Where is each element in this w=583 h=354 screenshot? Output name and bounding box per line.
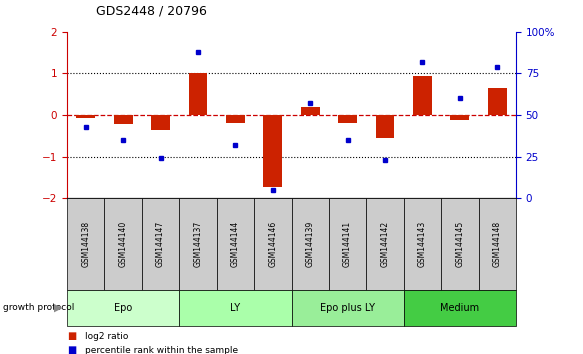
- Text: Epo plus LY: Epo plus LY: [320, 303, 375, 313]
- Text: GSM144145: GSM144145: [455, 221, 464, 267]
- Bar: [292, 290, 403, 326]
- Text: LY: LY: [230, 303, 240, 313]
- Bar: [413, 75, 432, 115]
- Text: ▶: ▶: [54, 303, 62, 313]
- Text: ■: ■: [67, 346, 76, 354]
- Bar: [479, 198, 516, 290]
- Text: GSM144140: GSM144140: [119, 221, 128, 267]
- Bar: [338, 115, 357, 122]
- Bar: [403, 290, 516, 326]
- Text: ■: ■: [67, 331, 76, 341]
- Bar: [451, 115, 469, 120]
- Bar: [217, 198, 254, 290]
- Bar: [366, 198, 403, 290]
- Text: percentile rank within the sample: percentile rank within the sample: [85, 346, 238, 354]
- Bar: [226, 115, 245, 122]
- Text: GSM144143: GSM144143: [418, 221, 427, 267]
- Text: GSM144141: GSM144141: [343, 221, 352, 267]
- Bar: [375, 115, 394, 138]
- Text: GSM144147: GSM144147: [156, 221, 165, 267]
- Bar: [179, 198, 217, 290]
- Text: GSM144142: GSM144142: [381, 221, 389, 267]
- Bar: [488, 88, 507, 115]
- Text: growth protocol: growth protocol: [3, 303, 74, 313]
- Bar: [301, 107, 319, 115]
- Text: GSM144146: GSM144146: [268, 221, 278, 267]
- Text: GSM144139: GSM144139: [305, 221, 315, 267]
- Bar: [254, 198, 292, 290]
- Bar: [403, 198, 441, 290]
- Text: GSM144137: GSM144137: [194, 221, 202, 267]
- Text: GSM144138: GSM144138: [81, 221, 90, 267]
- Text: log2 ratio: log2 ratio: [85, 332, 128, 341]
- Text: GSM144148: GSM144148: [493, 221, 502, 267]
- Bar: [151, 115, 170, 130]
- Bar: [142, 198, 180, 290]
- Bar: [76, 115, 95, 118]
- Bar: [179, 290, 292, 326]
- Text: GDS2448 / 20796: GDS2448 / 20796: [96, 5, 207, 18]
- Text: Medium: Medium: [440, 303, 479, 313]
- Bar: [114, 115, 132, 124]
- Bar: [104, 198, 142, 290]
- Bar: [189, 73, 208, 115]
- Bar: [329, 198, 366, 290]
- Bar: [441, 198, 479, 290]
- Bar: [67, 198, 104, 290]
- Bar: [264, 115, 282, 187]
- Bar: [67, 290, 179, 326]
- Text: GSM144144: GSM144144: [231, 221, 240, 267]
- Bar: [292, 198, 329, 290]
- Text: Epo: Epo: [114, 303, 132, 313]
